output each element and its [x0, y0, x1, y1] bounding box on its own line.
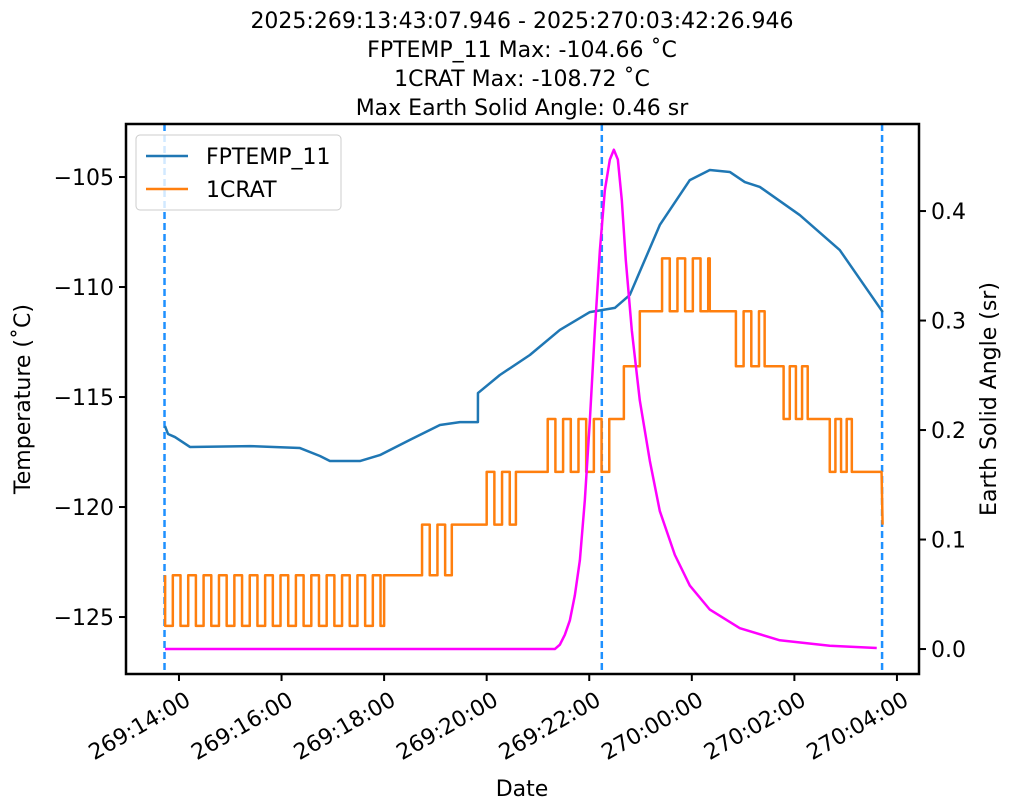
y2-tick-label: 0.3: [931, 310, 966, 335]
legend-label: FPTEMP_11: [206, 145, 331, 170]
x-tick-label: 269:22:00: [495, 688, 605, 766]
x-tick-label: 269:14:00: [85, 688, 195, 766]
x-tick-label: 269:18:00: [290, 688, 400, 766]
title-line: Max Earth Solid Angle: 0.46 sr: [356, 96, 690, 121]
y2-tick-label: 0.1: [931, 529, 966, 554]
title-line: 2025:269:13:43:07.946 - 2025:270:03:42:2…: [250, 9, 793, 34]
x-tick-label: 269:20:00: [392, 688, 502, 766]
y2-axis-label: Earth Solid Angle (sr): [977, 282, 1002, 516]
x-tick-label: 270:02:00: [700, 688, 810, 766]
y2-tick-label: 0.2: [931, 419, 966, 444]
plot-frame: [124, 122, 921, 676]
title-line: FPTEMP_11 Max: -104.66 ˚C: [367, 38, 677, 63]
y2-tick-label: 0.4: [931, 200, 966, 225]
x-tick-label: 269:16:00: [187, 688, 297, 766]
y-tick-label: −120: [54, 496, 114, 521]
series-line: [164, 148, 877, 651]
series-line: [163, 257, 884, 628]
y-tick-label: −105: [54, 166, 114, 191]
legend-box: [135, 134, 342, 211]
title-line: 1CRAT Max: -108.72 ˚C: [394, 67, 650, 92]
x-axis-label: Date: [496, 777, 549, 802]
legend-label: 1CRAT: [206, 178, 277, 203]
y-tick-label: −115: [54, 386, 114, 411]
x-tick-label: 270:00:00: [598, 688, 708, 766]
series-line: [163, 168, 884, 463]
y-tick-label: −125: [54, 606, 114, 631]
y2-tick-label: 0.0: [931, 638, 966, 663]
x-tick-label: 270:04:00: [803, 688, 913, 766]
y-axis-label: Temperature (˚C): [11, 304, 36, 495]
y-tick-label: −110: [54, 276, 114, 301]
